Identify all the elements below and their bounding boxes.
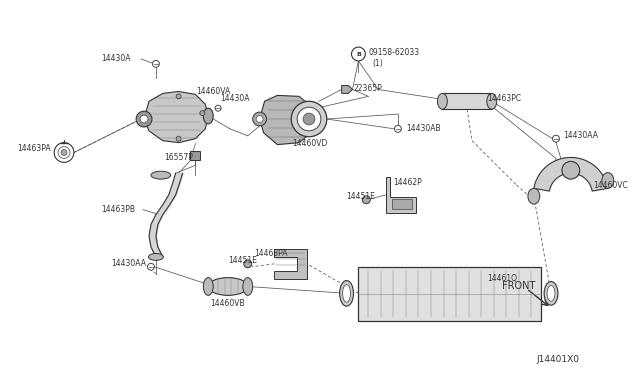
Text: 14463PB: 14463PB	[102, 205, 136, 214]
Circle shape	[215, 105, 221, 111]
Text: 16557P: 16557P	[164, 153, 193, 162]
Text: 14460VD: 14460VD	[292, 139, 328, 148]
Ellipse shape	[438, 93, 447, 109]
Circle shape	[136, 111, 152, 127]
Polygon shape	[534, 157, 608, 191]
Text: 14430AA: 14430AA	[563, 131, 598, 140]
Ellipse shape	[340, 280, 353, 306]
Text: 14460VC: 14460VC	[593, 180, 628, 189]
Ellipse shape	[208, 278, 248, 295]
Text: 09158-62033: 09158-62033	[368, 48, 419, 57]
Circle shape	[552, 135, 559, 142]
Text: 14451E: 14451E	[347, 192, 376, 201]
Text: J14401X0: J14401X0	[536, 355, 579, 364]
Circle shape	[140, 115, 148, 123]
Circle shape	[297, 107, 321, 131]
Bar	[392, 199, 412, 209]
Circle shape	[351, 47, 365, 61]
Text: 22365P: 22365P	[353, 84, 382, 93]
Circle shape	[394, 125, 401, 132]
Polygon shape	[342, 86, 353, 93]
Text: 14461Q: 14461Q	[487, 274, 517, 283]
Text: 14468PA: 14468PA	[255, 250, 288, 259]
Bar	[191, 151, 200, 160]
Ellipse shape	[342, 285, 351, 302]
Text: B: B	[356, 51, 361, 57]
Ellipse shape	[487, 93, 497, 109]
Ellipse shape	[547, 285, 555, 301]
Text: 14430A: 14430A	[102, 54, 131, 64]
Polygon shape	[386, 177, 416, 212]
Circle shape	[200, 110, 205, 116]
Circle shape	[291, 101, 327, 137]
Polygon shape	[275, 249, 307, 279]
Circle shape	[147, 263, 154, 270]
Circle shape	[303, 113, 315, 125]
Ellipse shape	[148, 253, 163, 260]
Polygon shape	[260, 95, 314, 145]
Circle shape	[152, 60, 159, 67]
Circle shape	[176, 94, 181, 99]
Text: (1): (1)	[372, 60, 383, 68]
Circle shape	[256, 116, 263, 122]
Bar	[358, 267, 541, 321]
Text: 14463PA: 14463PA	[17, 144, 51, 153]
Circle shape	[562, 161, 580, 179]
Circle shape	[61, 150, 67, 155]
Circle shape	[244, 260, 252, 268]
Text: 14451E: 14451E	[228, 256, 257, 265]
Ellipse shape	[528, 188, 540, 204]
Ellipse shape	[243, 278, 253, 295]
Ellipse shape	[204, 278, 213, 295]
Text: 14460VA: 14460VA	[196, 87, 230, 96]
Ellipse shape	[204, 108, 213, 124]
Text: 14460VB: 14460VB	[210, 299, 245, 308]
Bar	[442, 93, 492, 109]
Text: 14430A: 14430A	[220, 94, 250, 103]
Ellipse shape	[602, 173, 614, 188]
Circle shape	[362, 196, 371, 204]
Ellipse shape	[544, 282, 558, 305]
Circle shape	[176, 136, 181, 141]
Ellipse shape	[151, 171, 171, 179]
Text: 14462P: 14462P	[393, 177, 422, 187]
Text: 14430AA: 14430AA	[111, 259, 147, 268]
Polygon shape	[144, 92, 208, 142]
Text: FRONT: FRONT	[502, 282, 535, 292]
Text: 14463PC: 14463PC	[487, 94, 521, 103]
Text: 14430AB: 14430AB	[406, 124, 440, 134]
Circle shape	[253, 112, 266, 126]
